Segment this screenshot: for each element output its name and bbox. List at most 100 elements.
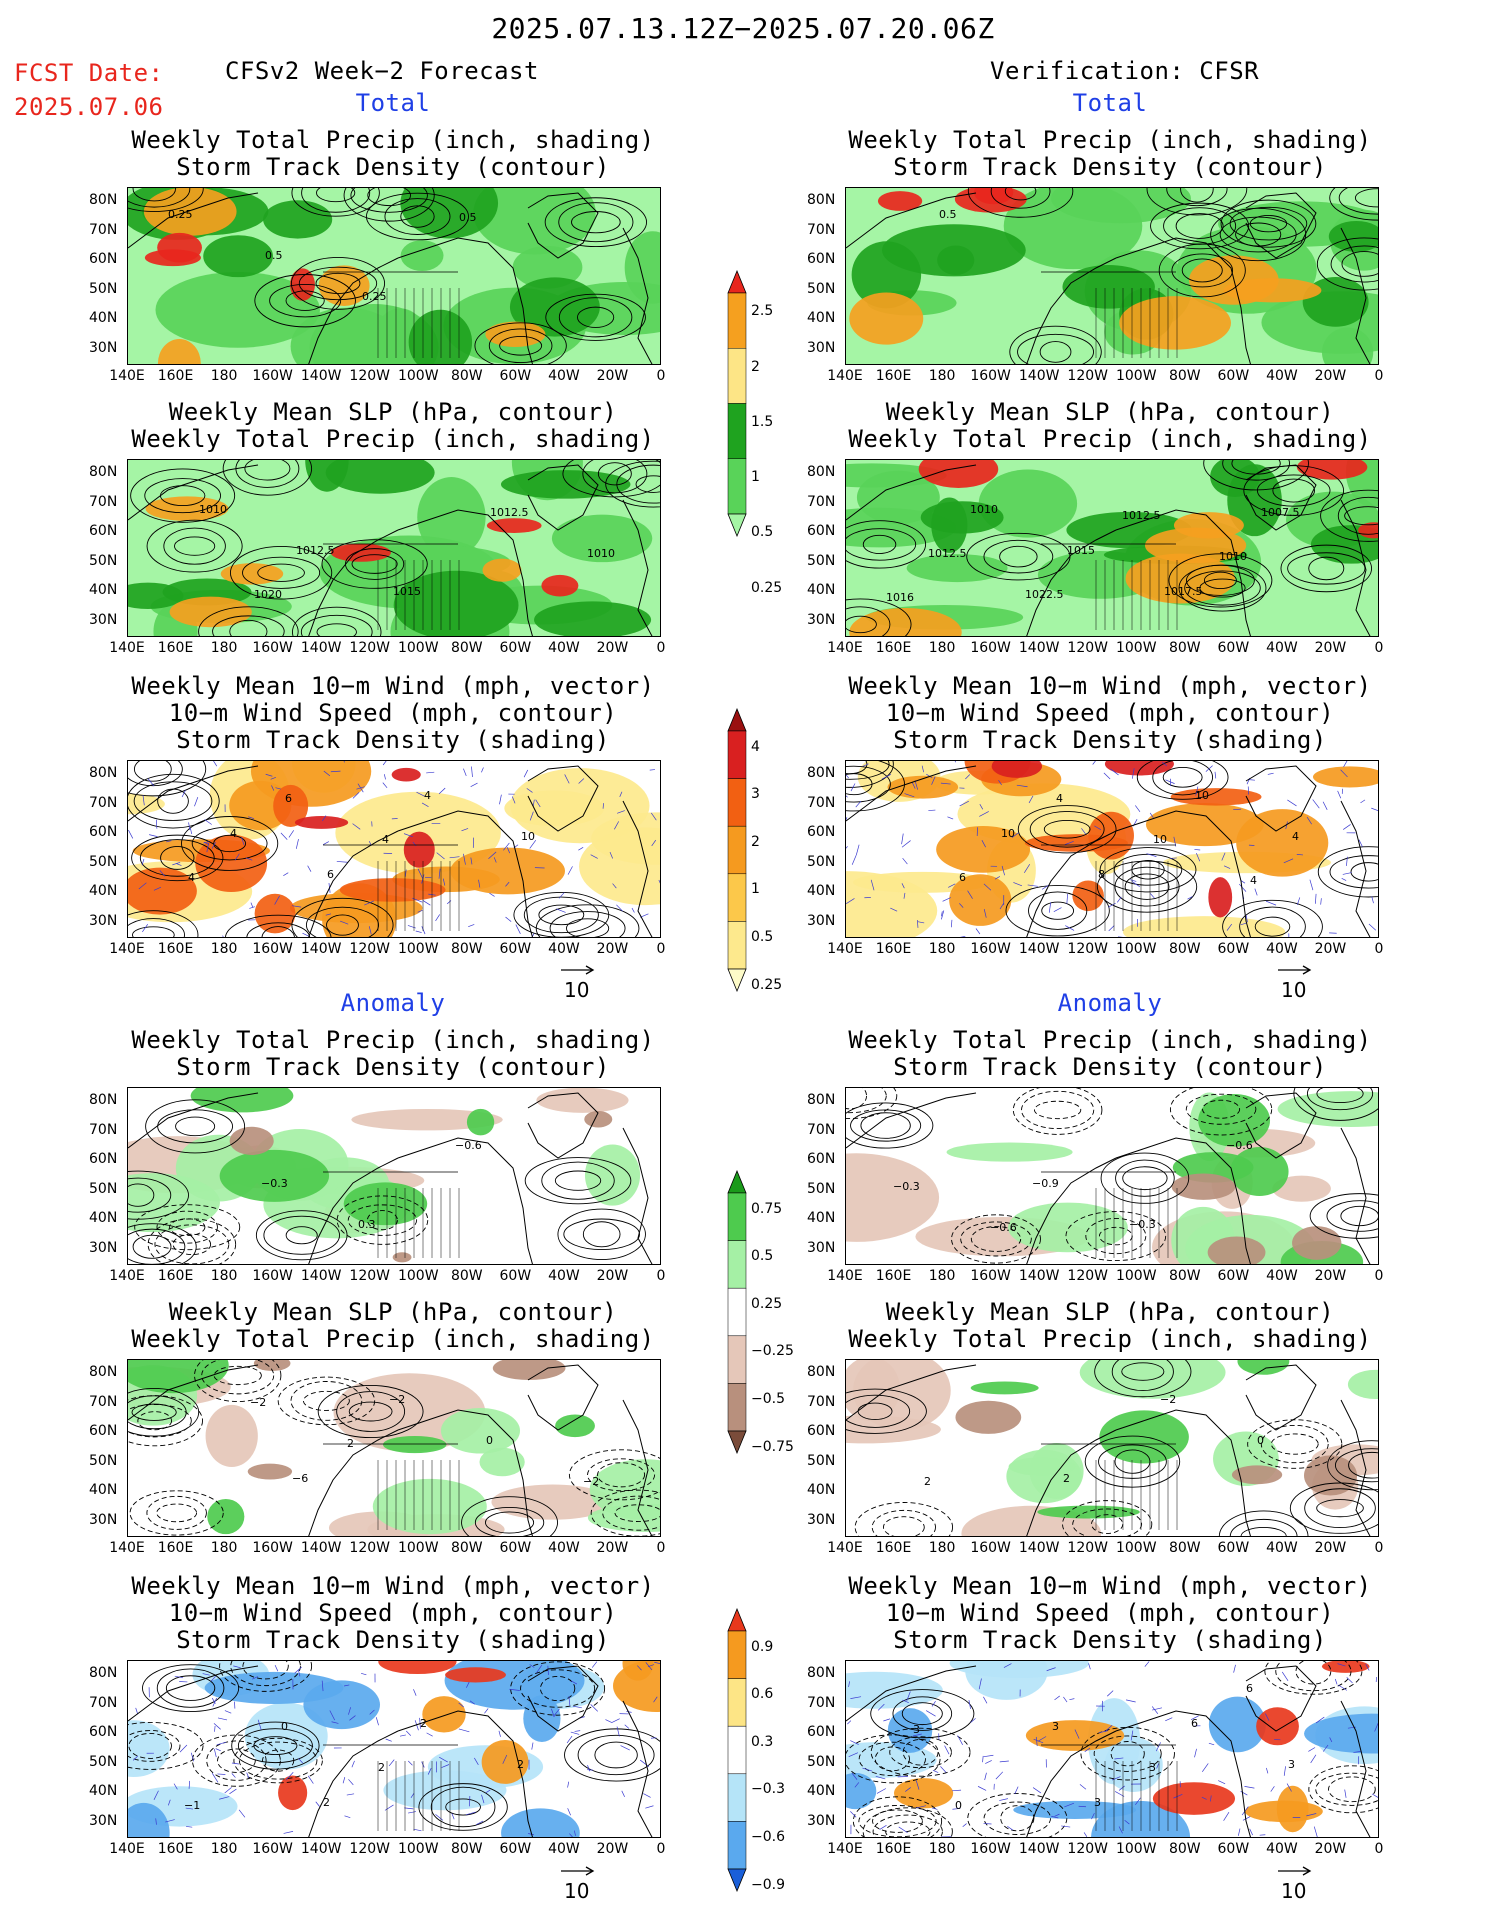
lon-label: 80W [1168,368,1201,384]
lon-label: 60W [499,1540,532,1556]
lon-label: 160E [157,1268,194,1284]
lon-label: 0 [1374,941,1384,957]
panel-title-line: 10−m Wind Speed (mph, contour) [885,699,1335,727]
panel-title-line: Weekly Total Precip (inch, shading) [131,425,655,453]
lon-label: 0 [656,941,666,957]
lat-label: 80N [807,192,836,208]
lat-label: 50N [807,280,836,297]
contour-label: 1010 [970,503,998,516]
lon-label: 20W [1314,1540,1347,1556]
lon-label: 140W [300,1540,342,1556]
lon-label: 0 [1374,1540,1384,1556]
lon-label: 140E [827,1268,863,1284]
lat-label: 70N [89,1121,118,1138]
map-panel-forecast-anom-precip: −0.3 0.3 −0.6 [127,1087,661,1265]
lat-label: 60N [89,1423,118,1439]
lat-label: 40N [89,1482,118,1498]
lon-label: 180 [928,1540,956,1556]
lon-label: 80W [1168,1268,1201,1284]
colorbar-total-storm-density [727,708,747,992]
lon-label: 40W [548,368,580,384]
panel-title-line: Weekly Total Precip (inch, shading) [131,126,655,154]
contour-label: −0.3 [1129,1218,1156,1231]
lon-label: 60W [499,1841,532,1857]
panel-title-line: Weekly Mean SLP (hPa, contour) [885,398,1335,426]
panel-title-line: Weekly Mean SLP (hPa, contour) [885,1298,1335,1326]
lon-label: 80W [450,368,483,384]
lon-label: 100W [397,368,439,384]
contour-label: 0.25 [362,290,387,303]
lat-label: 40N [807,1783,836,1799]
lon-label: 100W [1115,1268,1157,1284]
contour-label: −1 [184,1799,200,1812]
lon-label: 20W [1314,640,1347,656]
lat-label: 30N [807,912,836,929]
lon-label: 160W [970,1540,1011,1556]
lon-label: 40W [548,941,580,957]
panel-title-line: 10−m Wind Speed (mph, contour) [168,699,618,727]
colorbar-label: 0.5 [751,524,774,541]
lon-label: 160W [252,368,293,384]
lon-label: 140W [1018,1540,1060,1556]
lat-label: 70N [807,1393,836,1410]
lon-label: 160E [157,1540,194,1556]
map-canvas: 3 6 3 0 3 3 6 3 [846,1661,1378,1837]
lon-label: 160W [970,368,1011,384]
contour-label: 4 [382,833,389,846]
contour-label: 1016 [886,591,914,604]
contour-label: −0.6 [1226,1139,1253,1152]
lon-label: 180 [928,640,956,656]
contour-label: 4 [424,789,431,802]
lat-label: 80N [89,765,118,781]
lon-label: 40W [1266,941,1298,957]
lon-label: 140W [300,1268,342,1284]
section-label-anomaly-forecast: Anomaly [340,989,446,1017]
lat-label: 40N [89,1210,118,1226]
contour-label: 6 [1246,1682,1253,1695]
contour-label: 1010 [199,503,227,516]
lon-label: 40W [1266,640,1298,656]
lon-label: 40W [1266,1268,1298,1284]
lat-label: 70N [89,1393,118,1410]
lat-label: 40N [89,1783,118,1799]
colorbar-label: 2 [751,833,760,850]
lon-label: 160E [875,368,912,384]
map-canvas: 1010 1015 1017.5 1007.5 1012.5 1022.5 1012.5 10… [846,460,1378,636]
lat-label: 30N [807,1812,836,1829]
lat-label: 60N [89,1724,118,1740]
lon-label: 160E [875,640,912,656]
map-panel-forecast-anom-wind: 2 2 2 −1 0 2 [127,1660,661,1838]
contour-label: −0.9 [1032,1177,1059,1190]
lon-label: 160W [252,1268,293,1284]
lat-label: 50N [89,1452,118,1469]
lon-label: 80W [450,1268,483,1284]
contour-label: −2 [250,1396,266,1409]
lon-label: 60W [499,368,532,384]
lon-label: 160W [970,640,1011,656]
lon-label: 20W [596,1268,629,1284]
lon-label: 0 [656,640,666,656]
lon-label: 140W [300,941,342,957]
lat-label: 30N [807,611,836,628]
lon-label: 60W [1217,941,1250,957]
lon-label: 0 [1374,368,1384,384]
colorbar-label: 0.5 [751,929,774,946]
map-panel-verification-anom-slp: 2 −2 0 2 [845,1359,1379,1537]
colorbar-label: 0.9 [751,1638,774,1655]
map-canvas: −0.9 −0.3 −0.6 −0.3 −0.6 [846,1088,1378,1264]
map-panel-verification-anom-precip: −0.9 −0.3 −0.6 −0.3 −0.6 [845,1087,1379,1265]
panel-title-line: Weekly Total Precip (inch, shading) [131,1325,655,1353]
lon-label: 120W [1067,1540,1109,1556]
colorbar-label: −0.25 [751,1343,794,1360]
lon-label: 160W [252,640,293,656]
lon-label: 180 [210,941,238,957]
map-panel-forecast-total-slp: 1010 1012.5 1015 1012.5 1010 1020 [127,459,661,637]
lon-label: 140E [827,941,863,957]
lat-label: 60N [89,251,118,267]
lon-label: 160E [157,368,194,384]
lon-label: 100W [397,1841,439,1857]
lon-label: 100W [397,1540,439,1556]
contour-label: −0.6 [990,1221,1017,1234]
lon-label: 100W [397,640,439,656]
lon-label: 120W [1067,1268,1109,1284]
